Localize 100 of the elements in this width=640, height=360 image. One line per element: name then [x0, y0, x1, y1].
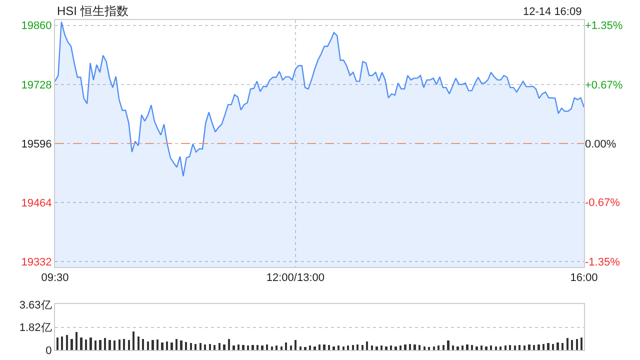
bar — [190, 343, 192, 350]
bar — [442, 345, 444, 350]
bar — [61, 336, 64, 350]
bar — [237, 344, 240, 350]
x-tick-label: 16:00 — [570, 272, 598, 284]
y2-tick-label: +1.35% — [585, 20, 623, 32]
x-tick-label: 12:00/13:00 — [266, 272, 325, 284]
bar — [347, 346, 350, 350]
bar — [490, 346, 492, 350]
y-tick-label: 0 — [46, 344, 52, 357]
bar — [204, 344, 206, 350]
y-tick-label: 3.63亿 — [19, 300, 52, 312]
bar — [408, 344, 412, 350]
bar — [314, 346, 316, 350]
bar — [242, 345, 244, 350]
bar — [385, 346, 388, 350]
bar — [184, 342, 188, 350]
bar — [438, 346, 440, 350]
bar — [394, 346, 397, 350]
bar — [514, 346, 516, 350]
bar — [552, 344, 554, 350]
bar — [228, 338, 230, 350]
bar — [523, 346, 526, 350]
bar — [175, 338, 178, 350]
bar — [142, 338, 144, 350]
bar — [361, 345, 364, 350]
y2-tick-label: -1.35% — [585, 256, 620, 269]
bar — [137, 336, 140, 350]
bar — [509, 345, 512, 350]
bar — [532, 345, 536, 350]
bar — [70, 338, 73, 350]
bar — [304, 346, 306, 350]
bar — [128, 340, 130, 350]
bar — [266, 344, 268, 350]
bar — [246, 346, 250, 350]
bar — [104, 338, 106, 350]
bar — [80, 338, 82, 350]
bar — [290, 346, 292, 350]
bar — [108, 340, 111, 350]
bar — [556, 342, 559, 350]
bar — [456, 346, 459, 350]
bar — [476, 346, 478, 350]
y-tick-label: 19596 — [21, 138, 52, 150]
bar — [337, 346, 340, 350]
bar — [528, 344, 530, 350]
y2-tick-label: -0.67% — [585, 197, 620, 210]
y2-tick-label: 0.00% — [585, 138, 616, 150]
chart-title: HSI 恒生指数 — [57, 4, 128, 18]
bar — [356, 344, 359, 350]
bar — [294, 340, 297, 350]
bar — [214, 345, 216, 350]
bar — [323, 344, 326, 350]
bar — [114, 340, 116, 350]
bar — [547, 343, 550, 350]
bar — [166, 341, 168, 350]
bar — [261, 346, 264, 350]
bar — [152, 340, 154, 350]
bar — [132, 331, 135, 350]
bar — [580, 338, 583, 350]
y-tick-label: 19332 — [21, 256, 52, 268]
bar — [376, 346, 378, 350]
x-tick-label: 09:30 — [41, 272, 69, 284]
bar — [94, 340, 97, 350]
bar — [56, 338, 58, 350]
bar — [146, 341, 149, 350]
bar — [380, 346, 383, 350]
bar — [223, 344, 226, 350]
bar — [84, 339, 88, 350]
bar — [66, 335, 68, 350]
bar — [170, 342, 173, 350]
bar — [561, 343, 564, 350]
bar — [390, 346, 392, 350]
bar — [332, 346, 335, 350]
text: 12-14 16:09 — [523, 6, 582, 18]
bar — [485, 346, 488, 350]
bar — [218, 343, 220, 350]
bar — [418, 345, 421, 350]
bar — [232, 346, 235, 350]
y-tick-label: 19464 — [21, 197, 52, 210]
bar — [285, 342, 288, 350]
bar — [404, 344, 406, 350]
bar — [504, 346, 506, 350]
y2-tick-label: +0.67% — [585, 80, 623, 92]
bar — [99, 340, 102, 350]
bar — [194, 344, 197, 350]
y-tick-label: 1.82亿 — [19, 322, 52, 334]
bar — [370, 346, 373, 350]
bar — [518, 345, 521, 350]
bar — [352, 345, 354, 350]
bar — [161, 342, 164, 350]
bar — [461, 346, 464, 350]
bar — [452, 346, 454, 350]
bar — [466, 344, 468, 350]
bar — [208, 344, 211, 350]
bar — [470, 345, 474, 350]
bar — [199, 343, 202, 350]
y-tick-label: 19860 — [21, 20, 52, 32]
bar — [366, 341, 368, 350]
y-tick-label: 19728 — [21, 79, 52, 92]
bar — [566, 338, 568, 350]
